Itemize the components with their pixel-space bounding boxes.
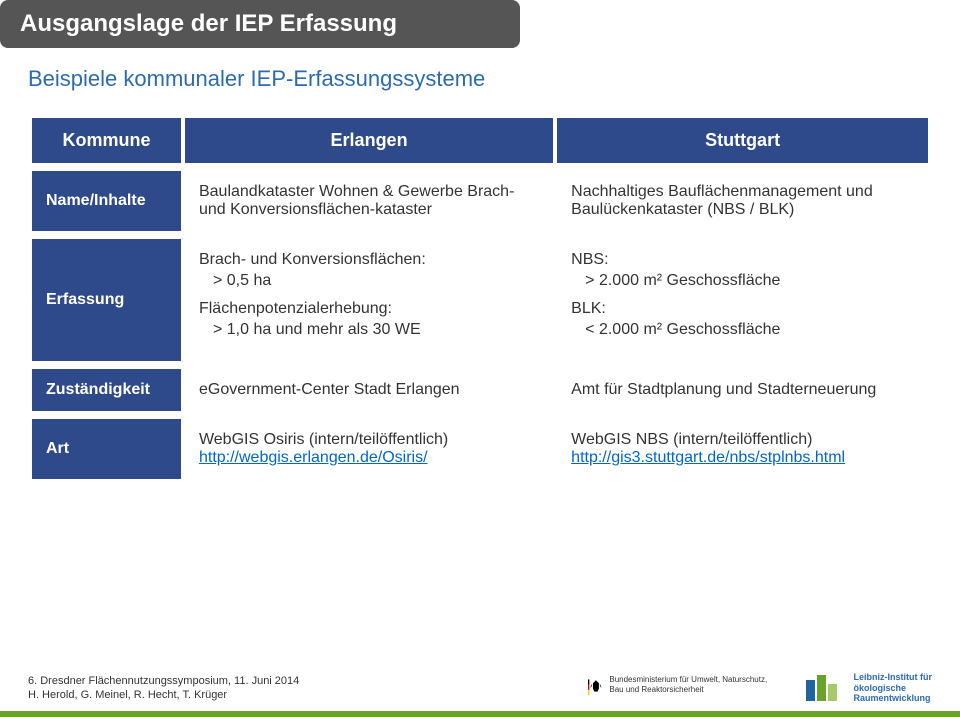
col-erlangen: Erlangen [185,118,553,163]
footer-logos: Bundesministerium für Umwelt, Naturschut… [588,672,933,704]
cell-art-stuttgart: WebGIS NBS (intern/teilöffentlich) http:… [557,419,928,479]
row-label-name: Name/Inhalte [32,171,181,231]
erf-stg-l1: NBS: [571,251,914,269]
erf-erl-v1: > 0,5 ha [213,272,539,290]
table-row: Art WebGIS Osiris (intern/teilöffentlich… [32,419,928,479]
erf-erl-l2: Flächenpotenzialerhebung: [199,300,539,318]
table-container: Kommune Erlangen Stuttgart Name/Inhalte … [0,110,960,487]
row-label-zust: Zuständigkeit [32,369,181,411]
cell-name-stuttgart: Nachhaltiges Bauflächenmanagement und Ba… [557,171,928,231]
footer: 6. Dresdner Flächennutzungssymposium, 11… [0,659,960,717]
col-kommune: Kommune [32,118,181,163]
row-label-art: Art [32,419,181,479]
comparison-table: Kommune Erlangen Stuttgart Name/Inhalte … [28,110,932,487]
slide-title: Ausgangslage der IEP Erfassung [0,0,520,48]
table-row: Zuständigkeit eGovernment-Center Stadt E… [32,369,928,411]
cell-erfassung-stuttgart: NBS: > 2.000 m² Geschossfläche BLK: < 2.… [557,239,928,361]
ioer-l2: ökologische [854,683,933,694]
cell-zust-erlangen: eGovernment-Center Stadt Erlangen [185,369,553,411]
erf-stg-v2: < 2.000 m² Geschossfläche [585,321,914,339]
ioer-mark-icon [806,675,846,701]
art-stg-link[interactable]: http://gis3.stuttgart.de/nbs/stplnbs.htm… [571,449,845,466]
footer-stripe [0,711,960,717]
eagle-icon [588,675,604,701]
art-erl-text: WebGIS Osiris (intern/teilöffentlich) [199,431,448,448]
art-erl-link[interactable]: http://webgis.erlangen.de/Osiris/ [199,449,428,466]
erf-stg-l2: BLK: [571,300,914,318]
ioer-l1: Leibniz-Institut für [854,672,933,683]
table-row: Erfassung Brach- und Konversionsflächen:… [32,239,928,361]
footer-line2: H. Herold, G. Meinel, R. Hecht, T. Krüge… [28,688,299,702]
erf-erl-v2: > 1,0 ha und mehr als 30 WE [213,321,539,339]
ioer-l3: Raumentwicklung [854,693,933,704]
col-stuttgart: Stuttgart [557,118,928,163]
bmub-text: Bundesministerium für Umwelt, Naturschut… [609,675,777,694]
cell-art-erlangen: WebGIS Osiris (intern/teilöffentlich) ht… [185,419,553,479]
logo-bmub: Bundesministerium für Umwelt, Naturschut… [588,675,778,701]
erf-erl-l1: Brach- und Konversionsflächen: [199,251,539,269]
table-row: Name/Inhalte Baulandkataster Wohnen & Ge… [32,171,928,231]
row-label-erfassung: Erfassung [32,239,181,361]
footer-line1: 6. Dresdner Flächennutzungssymposium, 11… [28,674,299,688]
table-header-row: Kommune Erlangen Stuttgart [32,118,928,163]
slide-subtitle: Beispiele kommunaler IEP-Erfassungssyste… [28,66,960,92]
logo-ioer: Leibniz-Institut für ökologische Raument… [806,672,933,704]
cell-name-erlangen: Baulandkataster Wohnen & Gewerbe Brach- … [185,171,553,231]
cell-erfassung-erlangen: Brach- und Konversionsflächen: > 0,5 ha … [185,239,553,361]
erf-stg-v1: > 2.000 m² Geschossfläche [585,272,914,290]
footer-text: 6. Dresdner Flächennutzungssymposium, 11… [28,674,299,703]
cell-zust-stuttgart: Amt für Stadtplanung und Stadterneuerung [557,369,928,411]
art-stg-text: WebGIS NBS (intern/teilöffentlich) [571,431,812,448]
